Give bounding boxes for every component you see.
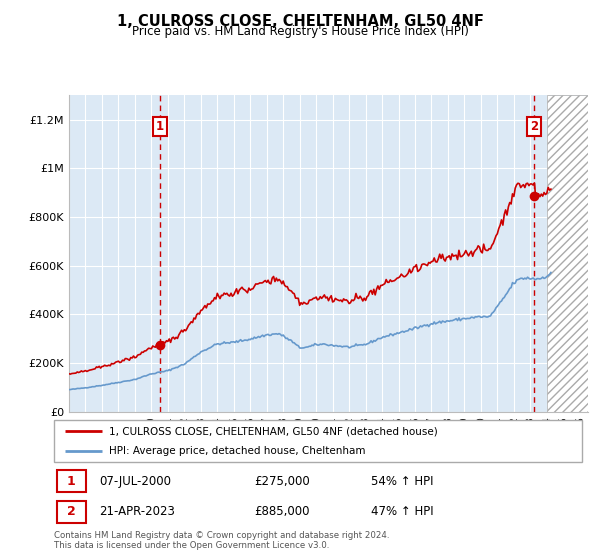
Bar [547, 95, 588, 412]
Text: 1, CULROSS CLOSE, CHELTENHAM, GL50 4NF: 1, CULROSS CLOSE, CHELTENHAM, GL50 4NF [116, 14, 484, 29]
FancyBboxPatch shape [56, 501, 86, 523]
Text: 07-JUL-2000: 07-JUL-2000 [99, 474, 171, 488]
Text: Price paid vs. HM Land Registry's House Price Index (HPI): Price paid vs. HM Land Registry's House … [131, 25, 469, 38]
Text: 1: 1 [155, 120, 164, 133]
Text: 54% ↑ HPI: 54% ↑ HPI [371, 474, 433, 488]
FancyBboxPatch shape [56, 470, 86, 492]
Text: 2: 2 [530, 120, 539, 133]
Text: HPI: Average price, detached house, Cheltenham: HPI: Average price, detached house, Chel… [109, 446, 366, 456]
Text: 1: 1 [67, 474, 76, 488]
FancyBboxPatch shape [54, 420, 582, 462]
Text: 21-APR-2023: 21-APR-2023 [99, 505, 175, 519]
Text: 1, CULROSS CLOSE, CHELTENHAM, GL50 4NF (detached house): 1, CULROSS CLOSE, CHELTENHAM, GL50 4NF (… [109, 426, 438, 436]
Text: £885,000: £885,000 [254, 505, 310, 519]
Text: 2: 2 [67, 505, 76, 519]
Text: £275,000: £275,000 [254, 474, 310, 488]
Text: Contains HM Land Registry data © Crown copyright and database right 2024.
This d: Contains HM Land Registry data © Crown c… [54, 531, 389, 550]
Text: 47% ↑ HPI: 47% ↑ HPI [371, 505, 433, 519]
